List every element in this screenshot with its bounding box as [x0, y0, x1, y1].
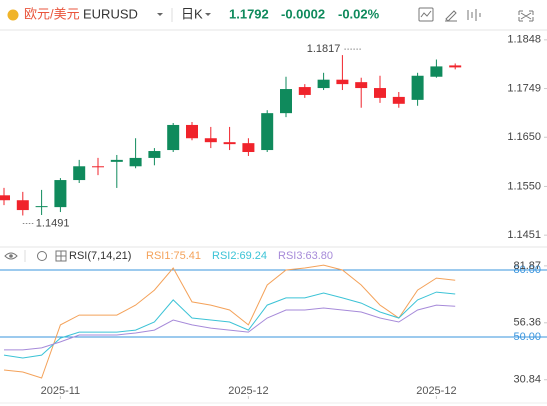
y-tick-label: 1.1550: [507, 180, 541, 192]
reference-label: 80.00: [513, 264, 541, 276]
y-tick-label: 30.84: [513, 374, 541, 386]
candle-body: [298, 87, 311, 95]
candle-body: [54, 180, 67, 208]
candle-body: [336, 79, 349, 85]
x-tick-label: 2025-11: [41, 385, 81, 397]
candle-body: [280, 89, 292, 114]
fullscreen-icon[interactable]: [518, 10, 534, 22]
rsi-header: RSI(7,14,21): [4, 250, 131, 262]
candle-body: [261, 113, 274, 151]
candle-body: [449, 65, 462, 68]
candle-body: [223, 142, 236, 145]
legend-entry: RSI2:69.24: [212, 250, 267, 262]
y-tick-label: 1.1451: [507, 229, 541, 241]
draw-icon[interactable]: [445, 10, 457, 22]
y-tick-label: 81.87: [513, 260, 541, 272]
legend-entry: RSI1:75.41: [146, 250, 201, 262]
rsi-line: [3, 264, 456, 379]
y-tick-label: 1.1749: [507, 82, 541, 94]
last-price: 1.1792: [229, 6, 269, 21]
period[interactable]: 日K: [181, 6, 203, 21]
indicator-icon[interactable]: [420, 10, 432, 18]
x-tick-label: 2025-12: [228, 385, 268, 397]
candle-body: [110, 159, 123, 162]
candle-body: [73, 166, 86, 181]
candle-body: [317, 79, 330, 89]
eye-icon[interactable]: [4, 252, 18, 260]
candle-body: [129, 157, 142, 167]
legend-entry: RSI3:63.80: [278, 250, 333, 262]
candle-body: [430, 66, 443, 77]
y-tick-label: 56.36: [513, 317, 541, 329]
y-tick-label: 1.1848: [507, 34, 541, 46]
candle-body: [204, 138, 217, 143]
compare-icon[interactable]: [467, 9, 481, 21]
candle-body: [374, 88, 386, 98]
candle-body: [16, 200, 29, 211]
grid-icon[interactable]: [56, 251, 66, 261]
dropdown-caret[interactable]: [157, 13, 163, 16]
candle-body: [411, 75, 424, 100]
candle-body: [186, 124, 198, 139]
candle-body: [167, 124, 180, 151]
rsi-line: [4, 304, 456, 351]
indicator-title: RSI(7,14,21): [69, 250, 131, 262]
dropdown-caret[interactable]: [205, 13, 211, 16]
x-tick-label: 2025-12: [416, 385, 456, 397]
candle-body: [355, 82, 368, 89]
candle-body: [242, 143, 255, 153]
candle-body: [35, 206, 48, 208]
candle-body: [0, 195, 10, 201]
candle-body: [392, 96, 405, 104]
reference-label: 50.00: [513, 331, 541, 343]
indicator-icon[interactable]: [418, 7, 434, 22]
candle-body: [92, 166, 104, 168]
high-label: 1.1817: [307, 43, 341, 55]
y-tick-label: 1.1650: [507, 131, 541, 143]
eye-icon[interactable]: [9, 254, 13, 258]
flag-icon: [7, 9, 19, 21]
price-change-pct: -0.02%: [338, 6, 380, 21]
instrument-symbol[interactable]: EURUSD: [83, 6, 138, 21]
toolbar: 欧元/美元 EURUSD 日K 1.1792 -0.0002 -0.02%: [0, 6, 547, 31]
price-change: -0.0002: [281, 6, 325, 21]
instrument-name[interactable]: 欧元/美元: [24, 6, 80, 21]
rsi-line: [3, 291, 456, 359]
settings-icon[interactable]: [37, 251, 47, 261]
candle-body: [148, 151, 161, 158]
low-label: 1.1491: [36, 217, 70, 229]
